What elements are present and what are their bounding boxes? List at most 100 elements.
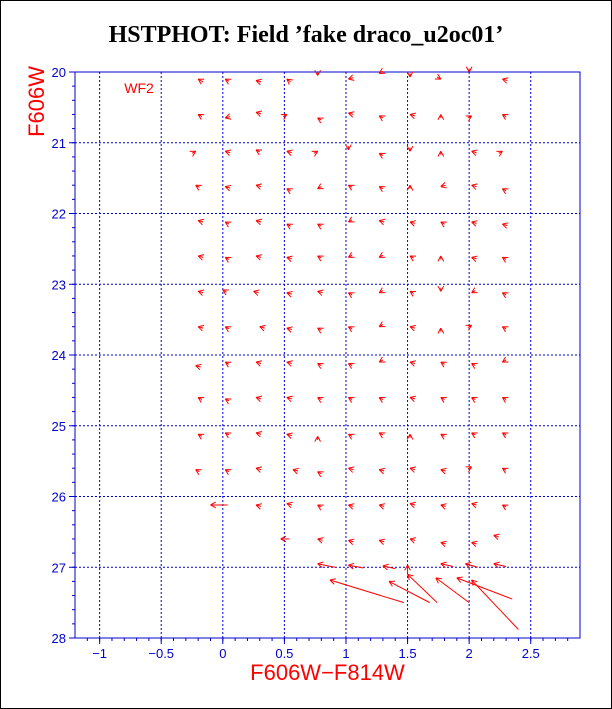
data-arrow (502, 77, 509, 84)
data-arrow (197, 78, 205, 85)
data-arrow (465, 115, 473, 122)
data-arrow (280, 535, 290, 543)
data-arrow (437, 114, 445, 120)
y-tick-label: 24 (52, 348, 66, 363)
data-arrow (378, 251, 386, 258)
data-arrow (378, 538, 386, 545)
data-arrow (465, 66, 473, 73)
data-arrow (224, 221, 232, 228)
data-arrow (406, 145, 414, 152)
data-arrow (286, 360, 293, 367)
data-arrow (378, 152, 386, 159)
data-arrow (311, 150, 319, 157)
data-arrow (501, 326, 509, 333)
data-arrow (471, 432, 478, 439)
data-arrow (195, 469, 202, 475)
data-arrow (348, 251, 355, 258)
y-tick-label: 22 (52, 207, 66, 222)
x-tick-label: 1 (342, 646, 349, 661)
data-arrow (440, 503, 447, 510)
data-arrow (348, 466, 355, 473)
data-arrow (378, 467, 386, 475)
data-arrow (197, 289, 205, 296)
data-arrow (255, 466, 263, 473)
data-arrow (501, 292, 509, 299)
data-arrow (378, 287, 386, 294)
data-arrow (409, 324, 416, 332)
data-arrow (493, 561, 507, 569)
data-arrow (437, 151, 445, 157)
data-arrow (197, 433, 205, 440)
data-arrow (317, 223, 324, 230)
data-arrow (197, 218, 205, 226)
data-arrow (224, 361, 232, 368)
data-arrow (210, 501, 228, 509)
data-arrow (465, 466, 473, 473)
data-arrow (286, 149, 293, 156)
data-arrow (493, 533, 500, 540)
data-arrow (317, 255, 324, 262)
data-arrow (317, 537, 324, 544)
data-arrow (378, 503, 386, 510)
data-arrow (224, 184, 232, 192)
grid-lines (75, 72, 580, 638)
data-arrow (465, 324, 473, 331)
data-arrow (317, 396, 324, 403)
data-arrow (189, 150, 197, 157)
data-arrow (197, 254, 205, 261)
x-tick-label: −0.5 (148, 646, 174, 661)
data-arrow (406, 434, 414, 440)
y-tick-label: 20 (52, 65, 66, 80)
data-arrow (471, 149, 478, 156)
data-arrow (348, 184, 355, 191)
data-arrow (348, 216, 355, 223)
data-arrow (197, 324, 205, 332)
data-arrow (435, 577, 470, 604)
y-tick-label: 25 (52, 419, 66, 434)
data-arrow (286, 432, 293, 439)
data-arrow (329, 578, 405, 604)
data-arrow (471, 183, 478, 190)
data-arrow (409, 466, 416, 473)
data-arrow (440, 396, 447, 403)
data-arrow (456, 576, 513, 600)
x-tick-label: −1 (92, 646, 107, 661)
data-arrow (404, 564, 411, 574)
data-arrow (440, 561, 454, 569)
data-arrow (440, 221, 447, 228)
y-tick-label: 26 (52, 490, 66, 505)
x-tick-label: 2 (466, 646, 473, 661)
data-arrow (496, 150, 503, 157)
axis-ticks: −1 −0.5 0 0.5 1 1.5 2 2.5 20 21 22 23 24 25 26 27 28 (52, 65, 569, 661)
data-arrow (471, 579, 519, 630)
data-arrow (388, 580, 430, 604)
data-arrow (286, 290, 293, 298)
data-arrow (471, 540, 478, 548)
data-arrow (440, 467, 447, 475)
data-arrow (345, 144, 352, 151)
data-arrow (378, 68, 386, 74)
data-arrow (409, 360, 416, 367)
data-arrow (224, 78, 232, 85)
data-arrow (317, 117, 324, 124)
data-arrow (409, 112, 416, 120)
data-arrow (501, 467, 509, 474)
data-arrows (189, 66, 519, 630)
data-arrow (317, 362, 324, 369)
data-arrow (292, 467, 299, 475)
data-arrow (407, 573, 438, 603)
data-arrow (259, 324, 266, 332)
data-arrow (348, 326, 355, 333)
data-arrow (465, 561, 478, 569)
data-arrow (286, 326, 293, 333)
data-arrow (348, 503, 355, 510)
data-arrow (501, 356, 509, 363)
data-arrow (378, 186, 386, 192)
data-arrow (224, 149, 232, 156)
data-arrow (501, 432, 509, 439)
data-arrow (222, 289, 229, 296)
data-arrow (440, 433, 447, 440)
data-arrow (286, 395, 293, 403)
data-arrow (501, 504, 509, 511)
